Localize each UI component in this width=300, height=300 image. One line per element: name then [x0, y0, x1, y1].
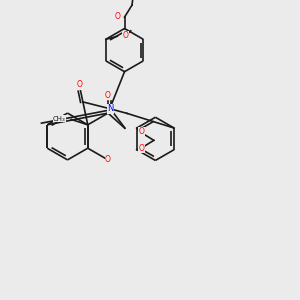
Text: O: O — [139, 144, 145, 153]
Text: N: N — [107, 104, 114, 113]
Text: O: O — [115, 12, 121, 21]
Text: O: O — [105, 155, 111, 164]
Text: O: O — [122, 31, 128, 40]
Text: O: O — [139, 128, 145, 136]
Text: O: O — [105, 91, 111, 100]
Text: O: O — [76, 80, 82, 89]
Text: CH₃: CH₃ — [53, 116, 66, 122]
